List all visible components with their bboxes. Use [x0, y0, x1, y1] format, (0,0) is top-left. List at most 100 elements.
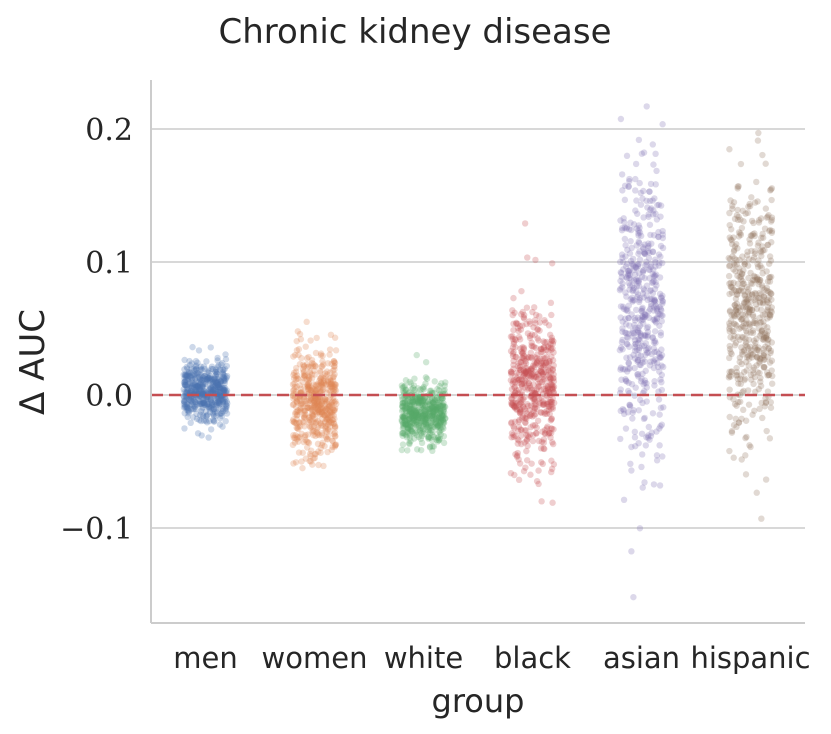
point-white	[422, 358, 430, 366]
point-black	[516, 460, 524, 467]
point-asian	[651, 348, 658, 356]
point-black	[547, 425, 555, 432]
point-black	[532, 401, 539, 408]
point-black	[537, 367, 545, 375]
point-men	[190, 405, 198, 412]
point-black	[533, 405, 540, 412]
point-men	[199, 391, 206, 398]
point-men	[188, 398, 195, 405]
point-white	[400, 424, 407, 431]
point-asian	[645, 423, 653, 431]
point-asian	[656, 290, 664, 298]
point-hispanic	[759, 312, 766, 319]
point-men	[203, 358, 210, 365]
point-black	[549, 345, 556, 352]
point-hispanic	[762, 334, 770, 342]
point-black	[517, 375, 524, 383]
point-asian	[647, 263, 655, 271]
point-asian	[655, 396, 663, 403]
point-asian	[619, 224, 626, 232]
point-white	[423, 410, 430, 418]
point-hispanic	[725, 272, 733, 280]
point-white	[408, 401, 416, 409]
point-asian	[630, 351, 637, 359]
point-women	[301, 395, 308, 402]
point-hispanic	[760, 364, 768, 371]
point-asian	[619, 405, 627, 413]
point-men	[203, 402, 210, 409]
point-women	[317, 401, 324, 409]
point-women	[319, 410, 326, 417]
point-asian	[636, 298, 643, 306]
point-hispanic	[726, 320, 733, 327]
point-white	[436, 435, 444, 442]
point-asian	[639, 451, 646, 458]
point-women	[312, 387, 320, 394]
point-hispanic	[730, 199, 738, 206]
point-black	[535, 380, 542, 387]
point-women	[314, 396, 322, 403]
point-black	[525, 354, 533, 361]
point-asian	[653, 359, 661, 367]
point-white	[434, 434, 441, 442]
point-women	[301, 433, 309, 440]
point-black	[522, 370, 529, 377]
point-asian	[646, 275, 653, 282]
point-women	[319, 358, 326, 365]
point-women	[301, 423, 308, 430]
point-black	[512, 451, 519, 458]
point-white	[438, 394, 445, 402]
point-asian	[625, 302, 632, 309]
strip-points	[180, 103, 776, 601]
point-men	[190, 402, 198, 410]
point-black	[513, 406, 520, 413]
point-asian	[657, 294, 665, 301]
x-axis-label: group	[432, 682, 525, 720]
point-women	[300, 438, 307, 446]
point-women	[307, 458, 315, 465]
point-men	[184, 386, 192, 393]
point-hispanic	[741, 375, 749, 382]
point-hispanic	[760, 296, 767, 304]
point-women	[317, 379, 325, 386]
point-men	[215, 384, 223, 391]
point-women	[329, 398, 336, 406]
point-white	[411, 429, 419, 437]
point-hispanic	[749, 256, 756, 264]
point-women	[295, 375, 302, 382]
point-hispanic	[760, 345, 767, 353]
point-asian	[626, 354, 634, 361]
point-black	[510, 361, 517, 369]
point-men	[207, 375, 214, 383]
point-hispanic	[747, 298, 755, 305]
point-white	[414, 385, 422, 392]
point-hispanic	[732, 321, 739, 328]
point-men	[208, 396, 215, 403]
point-hispanic	[758, 252, 765, 260]
point-men	[221, 374, 228, 382]
point-men	[214, 363, 222, 371]
point-women	[315, 448, 322, 455]
point-hispanic	[729, 284, 736, 291]
point-asian	[619, 283, 626, 291]
point-asian	[646, 188, 653, 195]
point-women	[296, 382, 303, 389]
point-men	[218, 409, 225, 417]
point-hispanic	[754, 294, 762, 302]
point-white	[418, 412, 425, 420]
point-asian	[656, 482, 664, 489]
point-asian	[636, 248, 643, 255]
point-women	[314, 417, 321, 425]
point-men	[180, 379, 188, 386]
point-black	[518, 348, 525, 355]
point-black	[532, 311, 540, 319]
point-women	[300, 414, 308, 421]
point-asian	[651, 296, 659, 304]
point-white	[419, 429, 427, 436]
point-hispanic	[763, 214, 770, 221]
point-women	[319, 410, 326, 418]
point-white	[429, 423, 436, 430]
point-hispanic	[757, 355, 764, 362]
point-black	[522, 464, 529, 471]
point-white	[432, 406, 439, 413]
